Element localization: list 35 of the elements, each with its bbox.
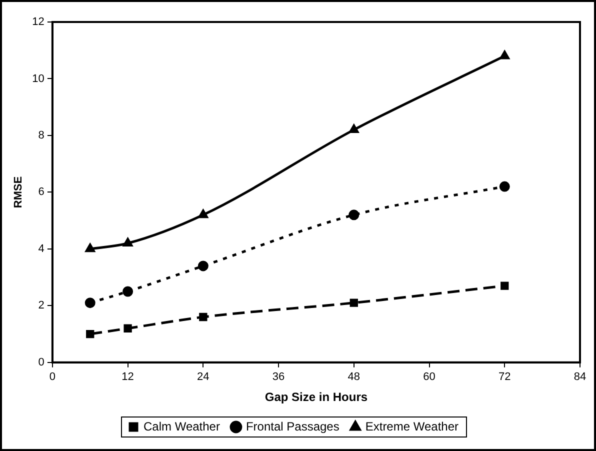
y-tick-label: 4 [38,242,44,255]
point [122,286,134,297]
y-tick-label: 6 [38,186,44,198]
point [199,312,208,322]
point [349,124,359,134]
x-tick-label: 36 [272,371,285,384]
legend-label: Extreme Weather [365,419,459,434]
point [348,210,360,220]
point [499,181,510,192]
x-tick-label: 84 [574,371,586,384]
y-tick-label: 0 [38,356,44,368]
x-tick-label: 60 [423,371,436,384]
y-tick-label: 8 [38,130,44,142]
x-tick-label: 24 [197,371,210,384]
x-axis-title: Gap Size in Hours [264,390,368,404]
x-tick-label: 48 [348,371,360,384]
point [84,298,96,308]
y-axis-title: RMSE [12,176,25,208]
point [85,244,95,252]
y-tick-label: 12 [32,16,44,28]
point [198,210,208,218]
x-tick-label: 12 [122,371,134,384]
point [500,50,510,60]
point [86,330,94,338]
point [198,260,208,272]
x-tick-label: 72 [498,371,511,384]
point [123,238,133,247]
point [500,282,509,290]
point [350,298,358,307]
y-tick-label: 2 [38,300,44,312]
legend-label: Calm Weather [144,419,220,434]
x-tick-label: 0 [49,371,56,384]
legend-label: Frontal Passages [246,419,340,434]
point [124,324,132,332]
y-tick-label: 10 [32,72,44,85]
